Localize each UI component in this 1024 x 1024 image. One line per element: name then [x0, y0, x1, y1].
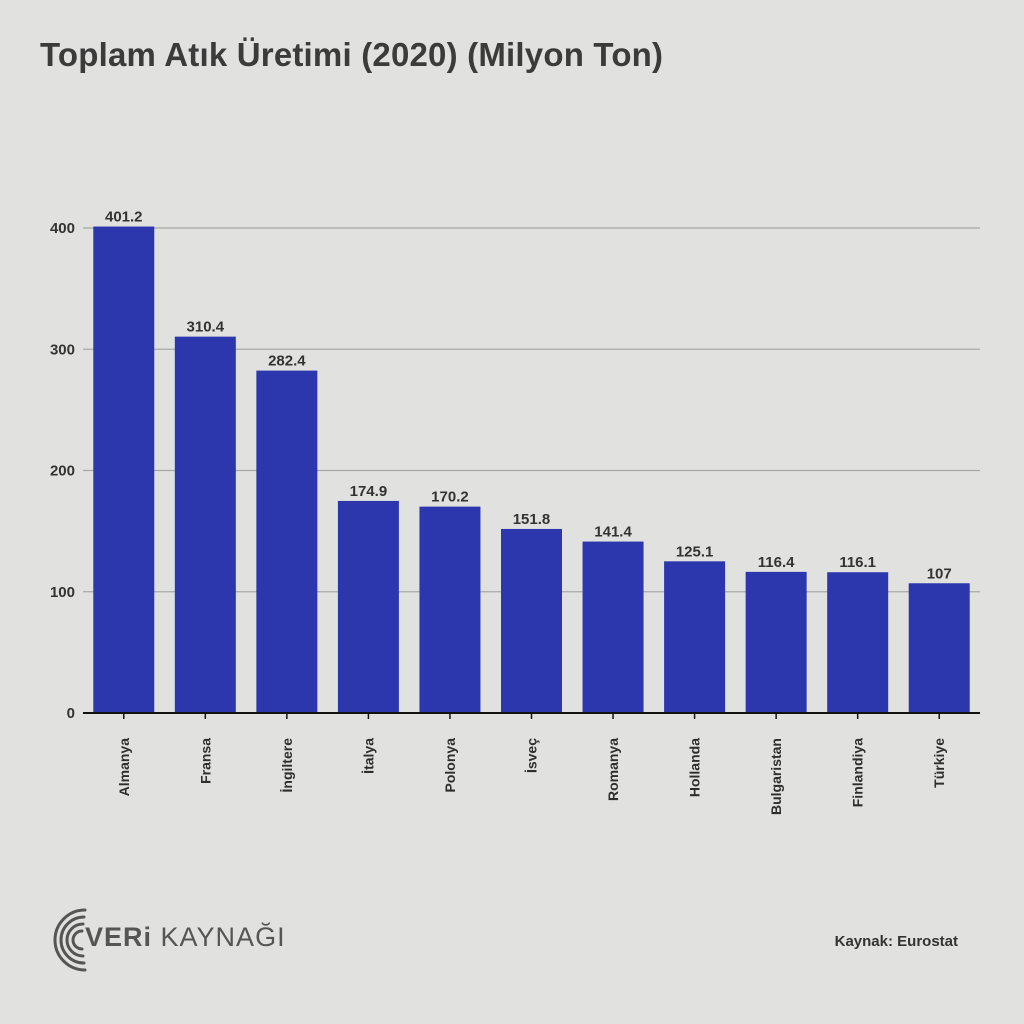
y-tick-label: 200: [50, 463, 75, 480]
bar: [908, 583, 970, 713]
data-label: 116.1: [839, 554, 876, 571]
bar: [256, 370, 318, 713]
data-label: 170.2: [431, 489, 469, 506]
y-tick-label: 400: [50, 220, 75, 237]
y-tick-label: 100: [50, 584, 75, 601]
data-label: 116.4: [758, 554, 795, 571]
logo-brand-bold: VERi: [85, 922, 153, 952]
bar: [93, 226, 155, 714]
data-label: 107: [927, 565, 952, 582]
data-label: 310.4: [187, 319, 225, 336]
x-tick-label: Türkiye: [931, 738, 947, 788]
logo-wordmark: VERi KAYNAĞI: [85, 922, 286, 953]
x-tick-label: Romanya: [605, 738, 621, 801]
x-tick-label: Finlandiya: [850, 738, 866, 807]
bar: [174, 336, 236, 713]
x-tick-label: Almanya: [116, 738, 132, 797]
x-tick-label: Polonya: [442, 738, 458, 793]
x-tick-label: İtalya: [360, 738, 376, 774]
logo: VERi KAYNAĞI: [40, 900, 320, 980]
data-label: 401.2: [105, 209, 143, 226]
logo-brand-rest: KAYNAĞI: [152, 922, 286, 952]
bar: [664, 561, 726, 713]
data-label: 174.9: [350, 483, 388, 500]
bar: [501, 528, 562, 713]
y-tick-label: 300: [50, 341, 75, 358]
x-tick-label: Fransa: [197, 738, 213, 784]
bar-chart: 0 100 200 300 400 401.2 Almanya 310.4 Fransa 282.…: [50, 209, 980, 815]
x-tick-label: Bulgaristan: [768, 738, 784, 815]
data-label: 282.4: [268, 353, 306, 370]
logo-arcs-icon: [53, 908, 87, 972]
x-tick-label: İsveç: [524, 738, 540, 773]
source-note: Kaynak: Eurostat: [834, 933, 958, 950]
bar: [337, 500, 399, 713]
bar: [745, 571, 807, 713]
bar: [419, 506, 481, 713]
chart-title: Toplam Atık Üretimi (2020) (Milyon Ton): [40, 36, 664, 73]
x-tick-label: Hollanda: [687, 738, 703, 797]
bar: [582, 541, 644, 713]
x-tick-label: İngiltere: [279, 738, 295, 793]
data-label: 141.4: [594, 524, 632, 541]
data-label: 151.8: [513, 511, 551, 528]
y-tick-label: 0: [67, 705, 75, 722]
bar: [827, 572, 889, 713]
data-label: 125.1: [676, 543, 714, 560]
